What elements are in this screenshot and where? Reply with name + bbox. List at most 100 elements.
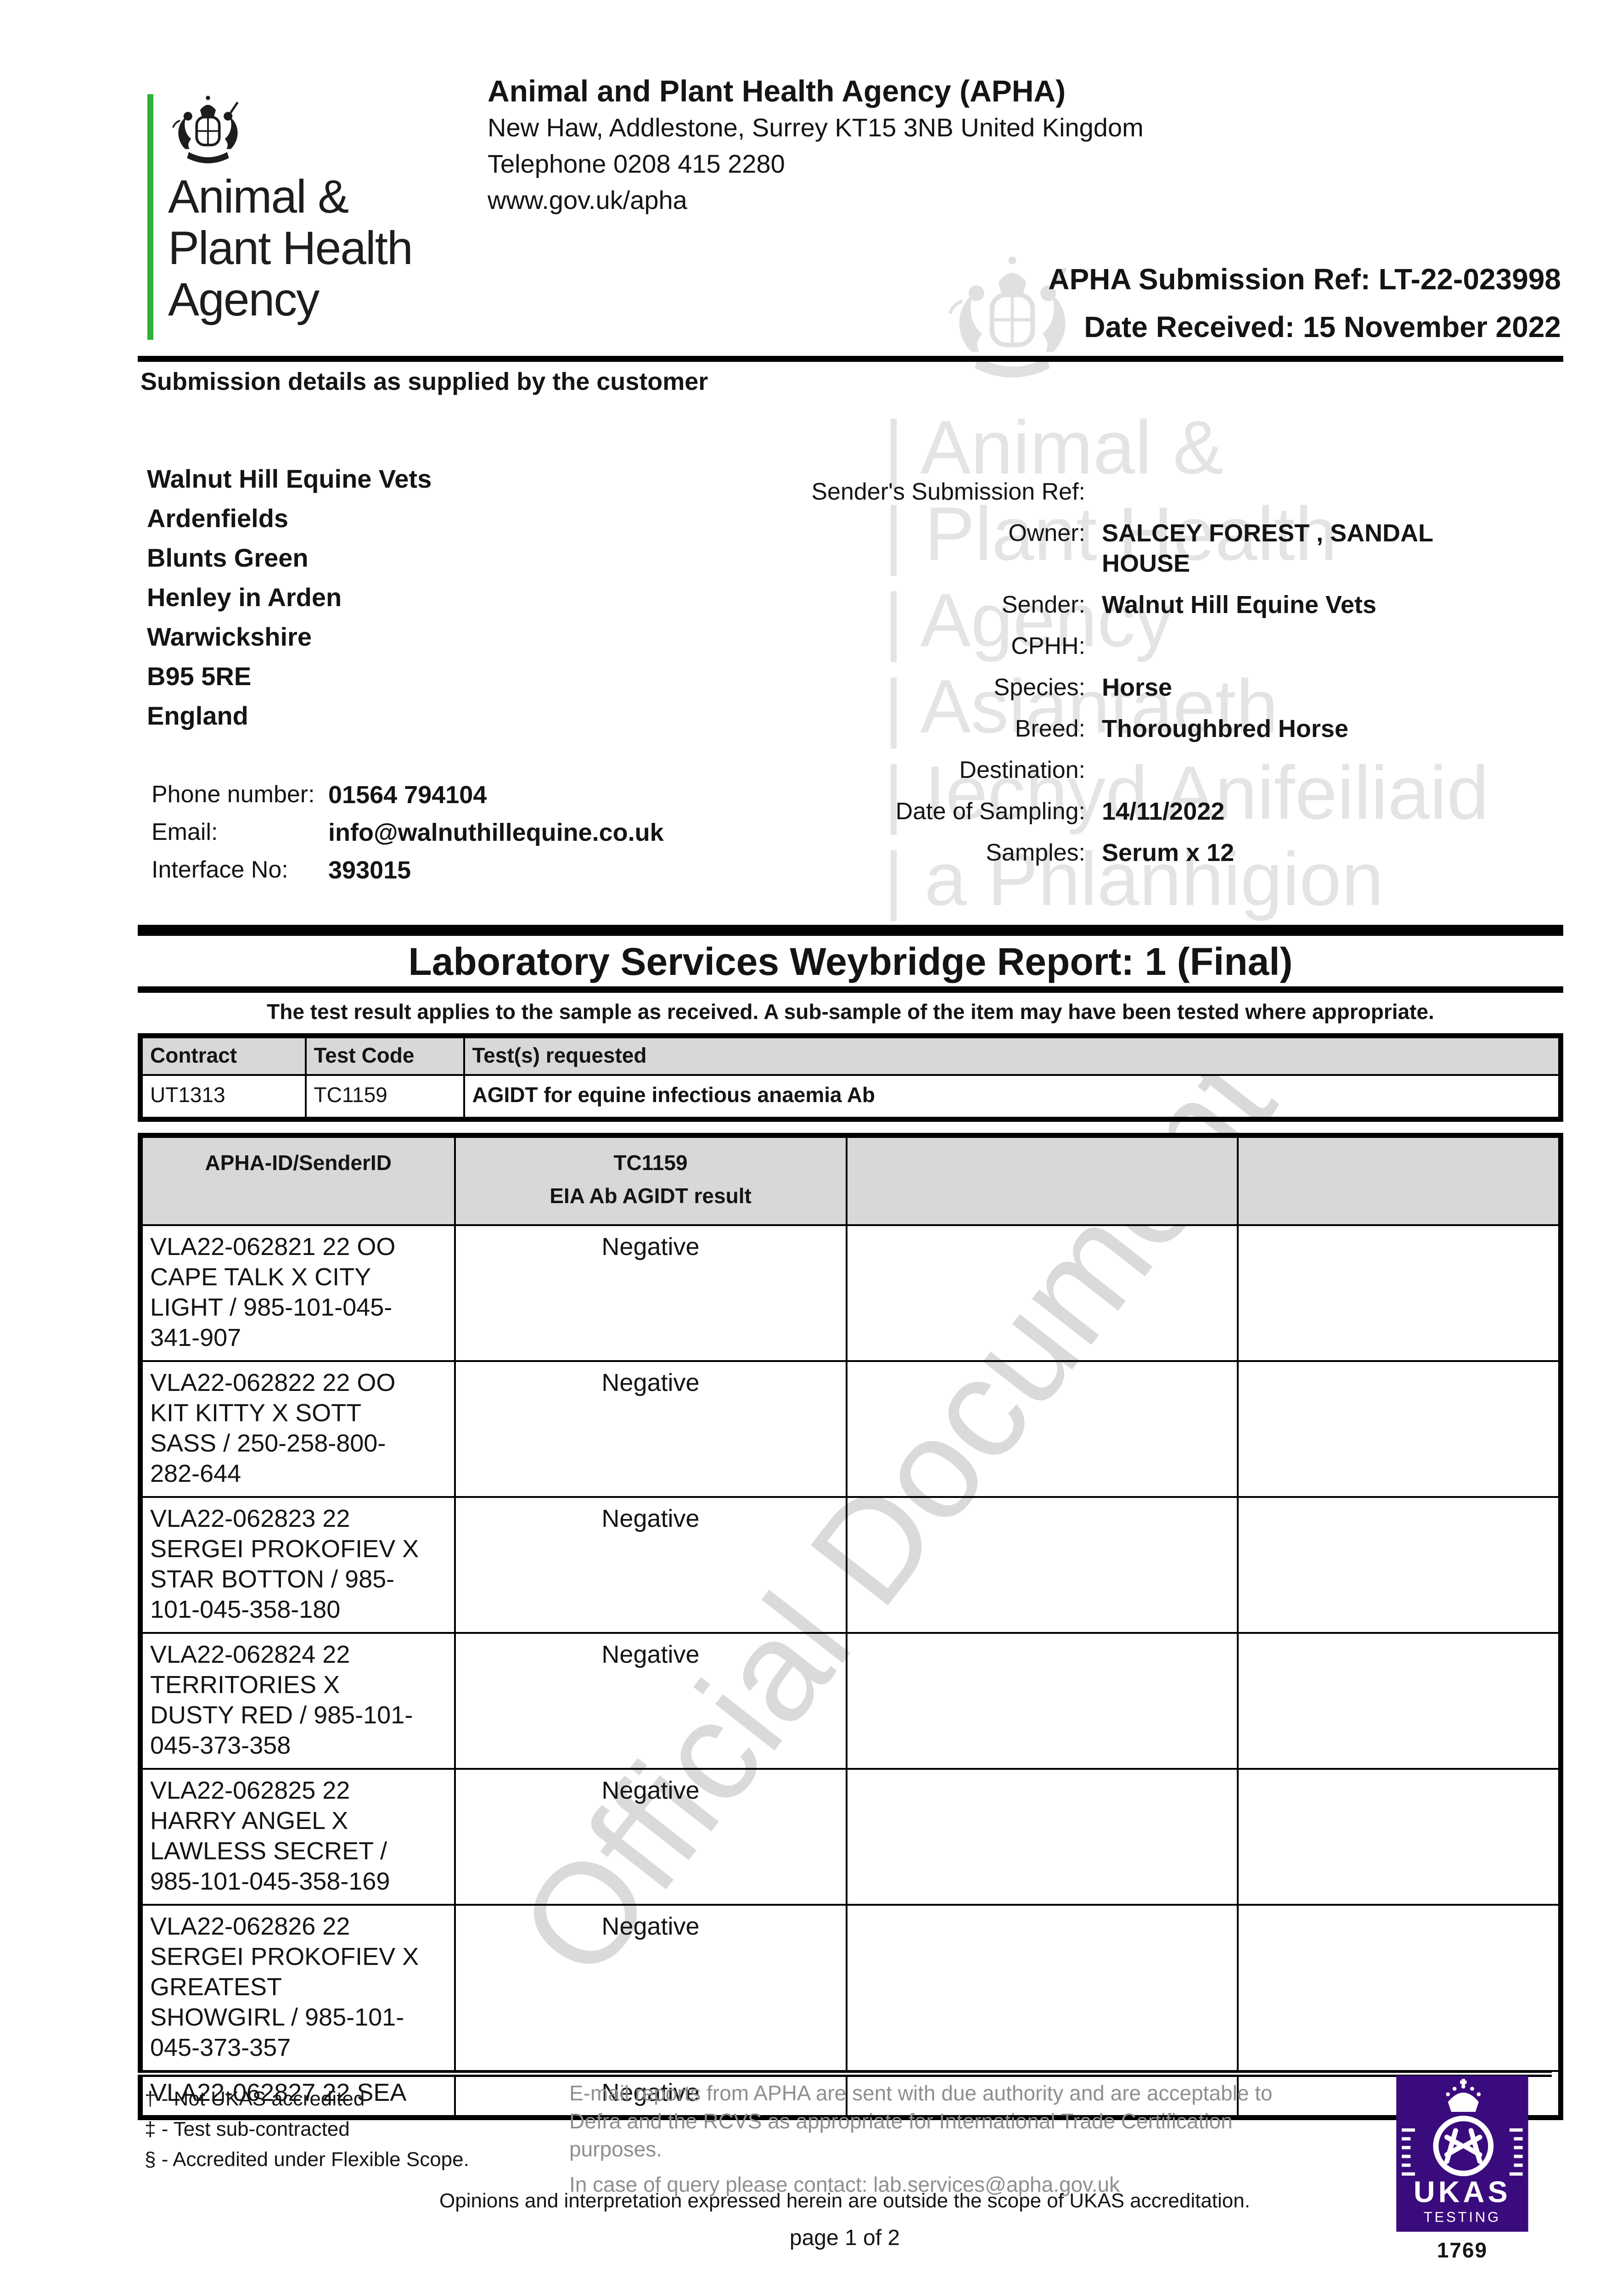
report-note: The test result applies to the sample as… bbox=[267, 1000, 1434, 1024]
agency-website: www.gov.uk/apha bbox=[488, 186, 687, 214]
contact-row: Phone number: 01564 794104 bbox=[152, 781, 664, 818]
empty-cell bbox=[1236, 1496, 1562, 1634]
accreditation-notes: † - Not UKAS accredited ‡ - Test sub-con… bbox=[145, 2084, 469, 2175]
empty-cell bbox=[845, 1767, 1239, 1906]
header-divider bbox=[138, 356, 1563, 362]
address-line: England bbox=[147, 701, 248, 730]
customer-address: Walnut Hill Equine Vets Ardenfields Blun… bbox=[147, 459, 432, 736]
detail-label: Breed: bbox=[1015, 715, 1085, 742]
page-number: page 1 of 2 bbox=[789, 2226, 900, 2250]
sample-id-cell: VLA22-062825 22 HARRY ANGEL X LAWLESS SE… bbox=[139, 1767, 456, 1906]
contract-cell: UT1313 bbox=[139, 1074, 307, 1120]
result-cell: Negative bbox=[454, 2070, 847, 2118]
address-line: Blunts Green bbox=[147, 543, 309, 572]
date-received: Date Received: 15 November 2022 bbox=[1084, 310, 1561, 343]
table-row: VLA22-062822 22 OO KIT KITTY X SOTT SASS… bbox=[139, 1360, 1562, 1498]
sample-id-cell: VLA22-062826 22 SERGEI PROKOFIEV X GREAT… bbox=[139, 1903, 456, 2072]
result-cell: Negative bbox=[454, 1632, 847, 1770]
detail-label: Destination: bbox=[959, 757, 1085, 783]
address-line: B95 5RE bbox=[147, 662, 252, 691]
address-line: Ardenfields bbox=[147, 504, 289, 533]
agency-telephone: Telephone 0208 415 2280 bbox=[488, 149, 785, 178]
apha-submission-ref: APHA Submission Ref: LT-22-023998 bbox=[1048, 263, 1561, 296]
empty-cell bbox=[845, 1903, 1239, 2072]
column-header: TC1159 EIA Ab AGIDT result bbox=[454, 1134, 847, 1226]
submission-section-heading: Submission details as supplied by the cu… bbox=[140, 368, 708, 395]
empty-cell bbox=[1236, 1903, 1562, 2072]
email-notice: E-mail reports from APHA are sent with d… bbox=[569, 2079, 1322, 2199]
address-line: Warwickshire bbox=[147, 622, 312, 651]
test-code-header: TC1159 bbox=[613, 1150, 688, 1175]
detail-row: Sender: Walnut Hill Equine Vets bbox=[801, 590, 1572, 620]
submission-ref-block: APHA Submission Ref: LT-22-023998 Date R… bbox=[1048, 255, 1561, 351]
result-cell: Negative bbox=[454, 1496, 847, 1634]
address-line: Henley in Arden bbox=[147, 583, 342, 612]
detail-label: Species: bbox=[993, 674, 1085, 701]
logotype-line: Animal & bbox=[168, 170, 349, 223]
result-cell: Negative bbox=[454, 1224, 847, 1362]
title-bar-bottom bbox=[138, 986, 1563, 993]
detail-row: Owner: SALCEY FOREST , SANDAL HOUSE bbox=[801, 518, 1572, 579]
table-row: VLA22-062826 22 SERGEI PROKOFIEV X GREAT… bbox=[139, 1903, 1562, 2072]
logotype-line: Agency bbox=[168, 273, 320, 326]
detail-label: Sender: bbox=[1001, 591, 1085, 618]
contact-value: 393015 bbox=[328, 856, 411, 884]
watermark-line: | Plant Health bbox=[884, 491, 1337, 576]
empty-cell bbox=[845, 1632, 1239, 1770]
watermark-line: | Agency bbox=[884, 578, 1173, 662]
title-bar-top bbox=[138, 925, 1563, 936]
contact-label: Email: bbox=[152, 819, 218, 845]
detail-value: SALCEY FOREST , SANDAL HOUSE bbox=[1102, 519, 1433, 577]
watermark-line: | a Phlanhigion bbox=[884, 837, 1384, 921]
accreditation-note: † - Not UKAS accredited bbox=[145, 2088, 365, 2110]
watermark-line: | Iechyd Anifeiliaid bbox=[884, 750, 1489, 835]
results-table: APHA-ID/SenderID TC1159 EIA Ab AGIDT res… bbox=[138, 1132, 1563, 2120]
logotype-line: Plant Health bbox=[168, 222, 413, 274]
empty-cell bbox=[845, 1496, 1239, 1634]
test-code-cell: TC1159 bbox=[304, 1074, 465, 1120]
detail-row: Samples: Serum x 12 bbox=[801, 838, 1572, 868]
royal-crest-watermark-icon bbox=[948, 256, 1067, 378]
result-cell: Negative bbox=[454, 1767, 847, 1906]
test-name-header: EIA Ab AGIDT result bbox=[550, 1183, 752, 1208]
detail-value: 14/11/2022 bbox=[1102, 798, 1225, 825]
agency-logotype: Animal & Plant Health Agency bbox=[168, 170, 413, 326]
empty-cell bbox=[1236, 1224, 1562, 1362]
empty-cell bbox=[845, 1360, 1239, 1498]
report-title: Laboratory Services Weybridge Report: 1 … bbox=[408, 940, 1293, 983]
ukas-logo-icon: UKAS TESTING bbox=[1396, 2076, 1528, 2232]
detail-row: CPHH: bbox=[801, 631, 1572, 661]
address-line: Walnut Hill Equine Vets bbox=[147, 464, 432, 493]
results-header-row: APHA-ID/SenderID TC1159 EIA Ab AGIDT res… bbox=[139, 1134, 1562, 1226]
contact-label: Interface No: bbox=[152, 856, 288, 883]
column-header-empty bbox=[845, 1134, 1239, 1226]
watermark-line: | Animal & bbox=[884, 405, 1224, 490]
tests-requested-table: Contract Test Code Test(s) requested UT1… bbox=[138, 1033, 1563, 1122]
contact-row: Email: info@walnuthillequine.co.uk bbox=[152, 818, 664, 856]
table-row: UT1313 TC1159 AGIDT for equine infectiou… bbox=[139, 1074, 1562, 1120]
ukas-category-text: TESTING bbox=[1424, 2209, 1501, 2225]
sample-id-cell: VLA22-062823 22 SERGEI PROKOFIEV X STAR … bbox=[139, 1496, 456, 1634]
query-contact-line: In case of query please contact: lab.ser… bbox=[569, 2172, 1120, 2196]
accreditation-note: § - Accredited under Flexible Scope. bbox=[145, 2148, 469, 2171]
sample-id-cell: VLA22-062824 22 TERRITORIES X DUSTY RED … bbox=[139, 1632, 456, 1770]
detail-row: Date of Sampling: 14/11/2022 bbox=[801, 796, 1572, 827]
detail-row: Sender's Submission Ref: bbox=[801, 477, 1572, 507]
watermark-line: | Asiantaeth bbox=[884, 664, 1279, 748]
contact-value: 01564 794104 bbox=[328, 781, 487, 809]
sample-id-cell: VLA22-062827 22 SEA bbox=[139, 2070, 456, 2118]
footer-divider bbox=[138, 2070, 1552, 2077]
table-row: VLA22-062821 22 OO CAPE TALK X CITY LIGH… bbox=[139, 1224, 1562, 1362]
empty-cell bbox=[845, 1224, 1239, 1362]
contact-row: Interface No: 393015 bbox=[152, 856, 664, 894]
empty-cell bbox=[1236, 1767, 1562, 1906]
bilingual-watermark: | Animal & | Plant Health | Agency | Asi… bbox=[884, 404, 1489, 922]
detail-row: Species: Horse bbox=[801, 672, 1572, 703]
column-header: Test Code bbox=[304, 1035, 465, 1076]
agency-title: Animal and Plant Health Agency (APHA) bbox=[488, 74, 1066, 108]
column-header-empty bbox=[1236, 1134, 1562, 1226]
detail-value: Serum x 12 bbox=[1102, 839, 1235, 867]
column-header: Contract bbox=[139, 1035, 307, 1076]
detail-row: Destination: bbox=[801, 755, 1572, 785]
